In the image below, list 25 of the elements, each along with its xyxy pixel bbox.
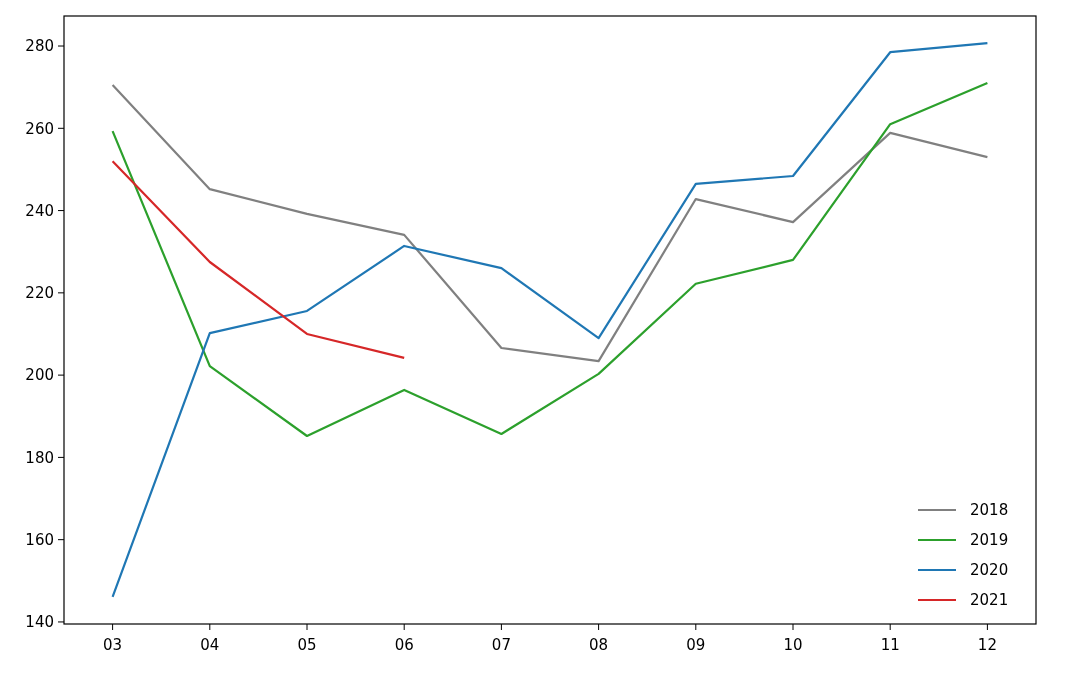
line-series xyxy=(111,81,989,438)
y-tick-label: 160 xyxy=(25,530,54,549)
x-tick-label: 09 xyxy=(686,636,706,654)
legend-label: 2020 xyxy=(970,561,1009,580)
legend-label: 2019 xyxy=(970,531,1009,550)
y-tick-label: 260 xyxy=(25,119,54,138)
legend-label: 2018 xyxy=(970,501,1009,520)
x-tick-label: 06 xyxy=(394,636,414,654)
x-tick-label: 10 xyxy=(783,636,803,654)
line-series xyxy=(111,84,989,363)
x-tick-label: 03 xyxy=(103,636,123,654)
y-tick-label: 220 xyxy=(25,284,54,303)
y-tick-label: 200 xyxy=(25,366,54,385)
y-tick-label: 140 xyxy=(25,613,54,632)
x-tick-label: 11 xyxy=(880,636,900,654)
x-tick-label: 12 xyxy=(977,636,997,654)
x-tick-label: 05 xyxy=(297,636,317,654)
x-tick-label: 04 xyxy=(200,636,220,654)
line-series xyxy=(111,160,406,359)
y-tick-label: 280 xyxy=(25,37,54,56)
y-tick-label: 180 xyxy=(25,448,54,467)
x-tick-label: 08 xyxy=(589,636,609,654)
x-tick-label: 07 xyxy=(491,636,511,654)
y-tick-label: 240 xyxy=(25,201,54,220)
legend-label: 2021 xyxy=(970,591,1009,610)
